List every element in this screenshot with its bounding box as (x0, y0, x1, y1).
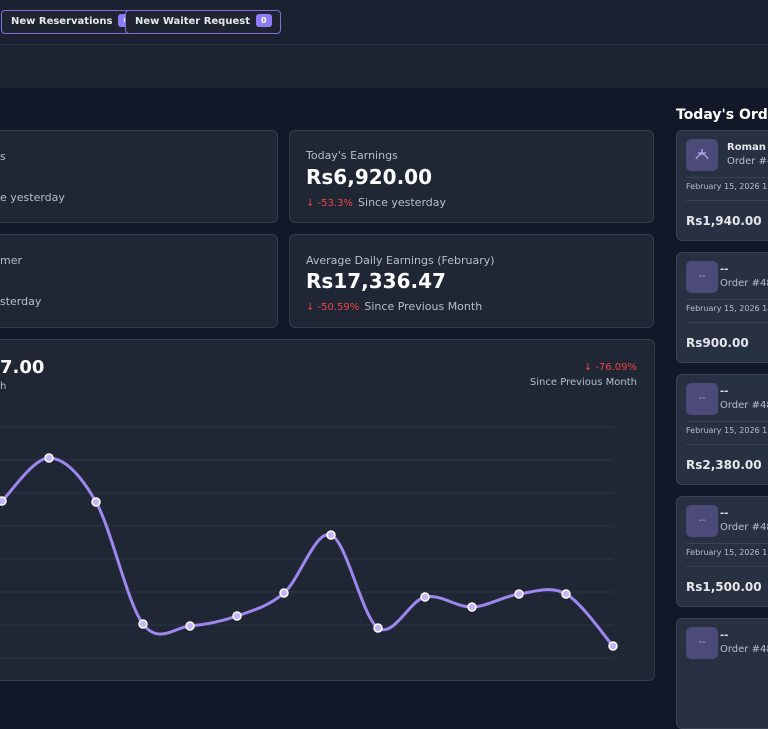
card-label: s (0, 150, 6, 163)
avatar: -- (686, 383, 718, 415)
divider (686, 421, 768, 422)
order-name: -- (720, 386, 729, 397)
chart-note: h (0, 381, 7, 392)
stat-card (289, 130, 654, 223)
change: ↓ -50.59% (306, 302, 360, 313)
order-number: Order #480 (720, 400, 768, 411)
order-total: Rs1,940.00 (686, 214, 762, 228)
order-date: February 15, 2026 15:0 (686, 182, 768, 191)
stat-card (289, 234, 654, 328)
card-value: Rs6,920.00 (306, 165, 432, 189)
avatar (686, 139, 718, 171)
stat-card (0, 130, 278, 223)
avatar: -- (686, 261, 718, 293)
order-number: Order #480 (720, 522, 768, 533)
point (185, 621, 195, 631)
card-label: Today's Earnings (306, 149, 398, 162)
avatar: -- (686, 505, 718, 537)
divider (686, 299, 768, 300)
order-number: Order #4 (727, 156, 768, 167)
point (608, 641, 618, 651)
order-name: -- (720, 508, 729, 519)
card-value: Rs17,336.47 (306, 269, 446, 293)
divider (686, 177, 768, 178)
card-note: sterday (0, 295, 42, 308)
chart-change-note: Since Previous Month (529, 377, 637, 388)
point (279, 588, 289, 598)
order-number: Order #480 (720, 644, 768, 655)
button-label: New Reservations (11, 16, 113, 27)
order-date: February 15, 2026 11:1 (686, 548, 768, 557)
point (232, 611, 242, 621)
card-label: mer (0, 254, 23, 267)
point (44, 453, 54, 463)
avatar: -- (686, 627, 718, 659)
card-label: Average Daily Earnings (February) (306, 254, 495, 267)
order-name: -- (720, 630, 729, 641)
order-total: Rs1,500.00 (686, 580, 762, 594)
button-label: New Waiter Request (135, 16, 250, 27)
waiter-button[interactable]: New Waiter Request 0 (125, 10, 281, 34)
point (0, 496, 7, 506)
order-total: Rs2,380.00 (686, 458, 762, 472)
point (373, 623, 383, 633)
sub-bar (0, 45, 768, 88)
grid (0, 426, 613, 659)
point (514, 589, 524, 599)
point (420, 592, 430, 602)
card-change: ↓ -53.3% Since yesterday (306, 191, 446, 210)
divider (686, 543, 768, 544)
card-note: Since Previous Month (364, 300, 483, 313)
card-change: ↓ -50.59% Since Previous Month (306, 295, 482, 314)
divider (686, 566, 768, 567)
change: ↓ -53.3% (306, 198, 353, 209)
point (326, 530, 336, 540)
point (138, 619, 148, 629)
point (91, 497, 101, 507)
chart-change: ↓ -76.09% (583, 362, 637, 373)
divider (686, 200, 768, 201)
line (0, 456, 615, 648)
order-date: February 15, 2026 13:1 (686, 426, 768, 435)
order-total: Rs900.00 (686, 336, 749, 350)
badge: 0 (255, 14, 272, 27)
divider (686, 444, 768, 445)
icon (695, 149, 709, 160)
card-note: Since yesterday (358, 196, 447, 209)
order-name: -- (720, 264, 729, 275)
order-number: Order #480 (720, 278, 768, 289)
stat-card (0, 234, 278, 328)
chart-value: 7.00 (0, 357, 45, 378)
point (467, 602, 477, 612)
order-date: February 15, 2026 14:3 (686, 304, 768, 313)
card-note: e yesterday (0, 191, 65, 204)
point (561, 589, 571, 599)
line-chart (0, 426, 618, 659)
chart-card (0, 339, 655, 681)
order-name: Roman (727, 142, 766, 153)
orders-title: Today's Orders (676, 107, 768, 123)
divider (686, 322, 768, 323)
